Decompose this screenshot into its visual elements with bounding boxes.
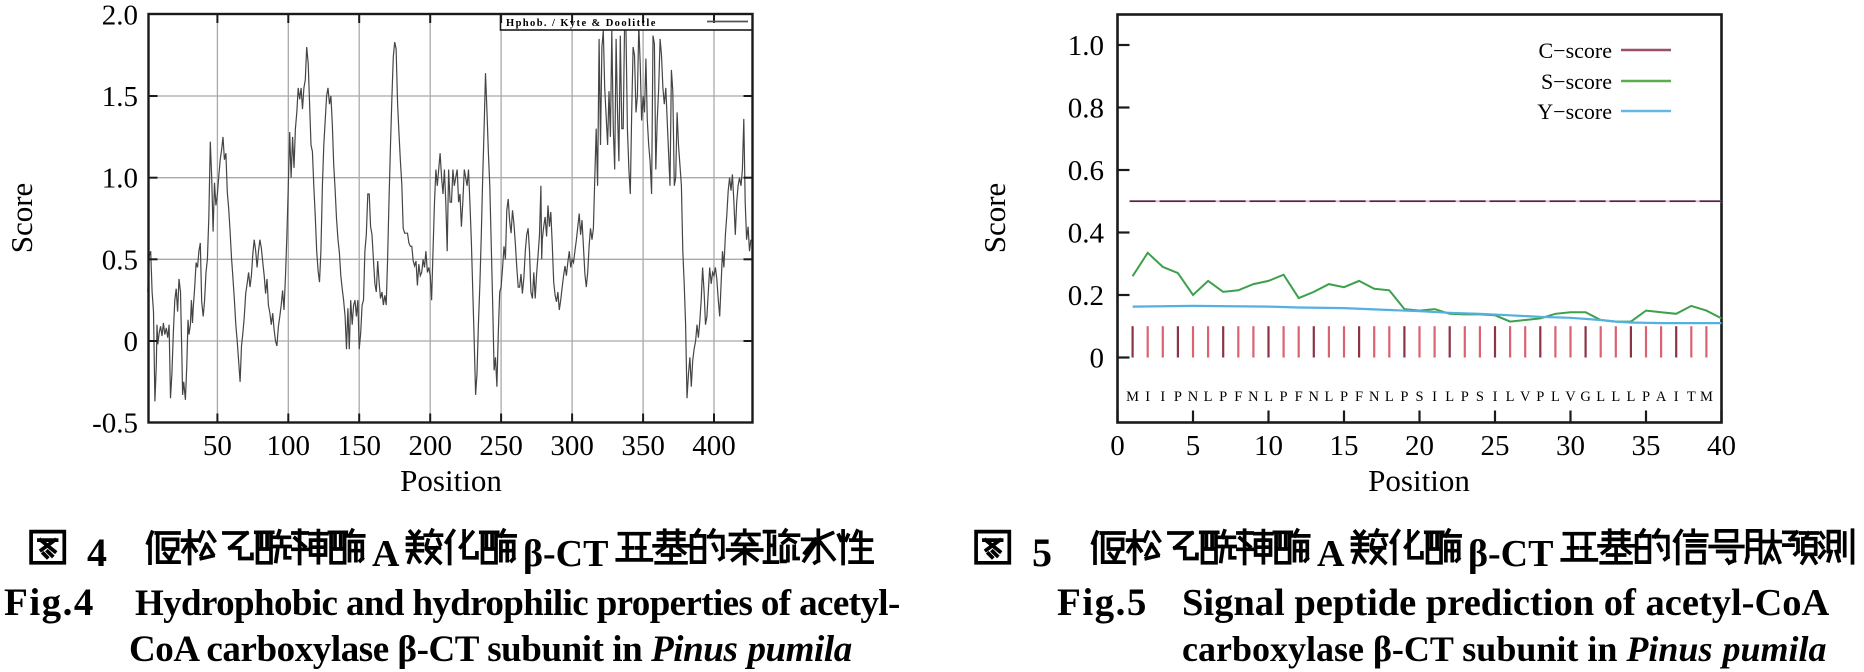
svg-text:Score: Score xyxy=(977,183,1012,254)
svg-text:5: 5 xyxy=(1186,430,1201,462)
svg-text:5: 5 xyxy=(1032,530,1052,575)
svg-text:10: 10 xyxy=(1254,430,1283,462)
svg-text:2.0: 2.0 xyxy=(102,0,138,31)
svg-text:-0.5: -0.5 xyxy=(92,408,138,440)
svg-text:P: P xyxy=(1536,389,1544,405)
svg-text:β-CT: β-CT xyxy=(1468,533,1553,575)
svg-text:350: 350 xyxy=(621,430,665,462)
svg-text:35: 35 xyxy=(1632,430,1661,462)
svg-text:20: 20 xyxy=(1405,430,1434,462)
svg-text:I: I xyxy=(1493,389,1498,405)
svg-text:G: G xyxy=(1580,389,1591,405)
svg-text:L: L xyxy=(1204,389,1213,405)
svg-text:I: I xyxy=(1432,389,1437,405)
svg-text:L: L xyxy=(1445,389,1454,405)
svg-text:0.6: 0.6 xyxy=(1068,155,1104,187)
svg-text:N: N xyxy=(1188,389,1199,405)
svg-text:40: 40 xyxy=(1707,430,1736,462)
svg-text:Fig.4: Fig.4 xyxy=(4,581,95,624)
svg-text:200: 200 xyxy=(408,430,452,462)
svg-text:Score: Score xyxy=(4,183,39,254)
svg-text:S: S xyxy=(1415,389,1423,405)
svg-text:N: N xyxy=(1369,389,1380,405)
svg-text:250: 250 xyxy=(479,430,523,462)
svg-text:β-CT: β-CT xyxy=(523,533,608,575)
svg-text:F: F xyxy=(1234,389,1242,405)
svg-text:M: M xyxy=(1126,389,1139,405)
svg-text:Fig.5: Fig.5 xyxy=(1057,581,1148,624)
svg-text:0: 0 xyxy=(1090,343,1105,375)
svg-text:M: M xyxy=(1700,389,1713,405)
svg-text:N: N xyxy=(1248,389,1259,405)
svg-text:I: I xyxy=(1145,389,1150,405)
svg-text:I: I xyxy=(1674,389,1679,405)
svg-text:L: L xyxy=(1264,389,1273,405)
svg-text:P: P xyxy=(1174,389,1182,405)
svg-text:V: V xyxy=(1520,389,1531,405)
svg-text:Position: Position xyxy=(400,463,502,498)
svg-text:T: T xyxy=(1687,389,1696,405)
svg-text:L: L xyxy=(1596,389,1605,405)
svg-text:L: L xyxy=(1506,389,1515,405)
svg-text:P: P xyxy=(1219,389,1227,405)
svg-text:Hphob. / Kyte & Doolittle: Hphob. / Kyte & Doolittle xyxy=(506,18,657,29)
svg-text:1.5: 1.5 xyxy=(102,81,138,113)
svg-text:15: 15 xyxy=(1330,430,1359,462)
svg-text:0.5: 0.5 xyxy=(102,244,138,276)
svg-text:0: 0 xyxy=(1110,430,1125,462)
svg-text:P: P xyxy=(1400,389,1408,405)
svg-text:1.0: 1.0 xyxy=(102,163,138,195)
svg-text:30: 30 xyxy=(1556,430,1585,462)
svg-text:I: I xyxy=(1160,389,1165,405)
svg-text:Position: Position xyxy=(1368,463,1470,498)
svg-text:P: P xyxy=(1340,389,1348,405)
svg-text:Hydrophobic and hydrophilic pr: Hydrophobic and hydrophilic properties o… xyxy=(135,583,900,624)
svg-text:400: 400 xyxy=(692,430,736,462)
svg-text:P: P xyxy=(1642,389,1650,405)
svg-text:Y−score: Y−score xyxy=(1537,99,1612,124)
svg-text:25: 25 xyxy=(1481,430,1510,462)
svg-text:0.8: 0.8 xyxy=(1068,93,1104,125)
svg-text:P: P xyxy=(1280,389,1288,405)
svg-text:A: A xyxy=(1656,389,1667,405)
svg-text:L: L xyxy=(1324,389,1333,405)
svg-text:0.2: 0.2 xyxy=(1068,280,1104,312)
svg-text:1.0: 1.0 xyxy=(1068,30,1104,62)
svg-text:F: F xyxy=(1355,389,1363,405)
svg-text:C−score: C−score xyxy=(1539,38,1613,63)
svg-text:L: L xyxy=(1611,389,1620,405)
svg-text:0.4: 0.4 xyxy=(1068,218,1105,250)
svg-text:P: P xyxy=(1461,389,1469,405)
svg-text:0: 0 xyxy=(124,326,139,358)
svg-text:CoA carboxylase β-CT subunit i: CoA carboxylase β-CT subunit in Pinus pum… xyxy=(129,629,852,670)
svg-text:A: A xyxy=(372,533,400,575)
svg-text:V: V xyxy=(1565,389,1576,405)
svg-text:100: 100 xyxy=(267,430,311,462)
svg-text:L: L xyxy=(1385,389,1394,405)
svg-text:4: 4 xyxy=(87,530,107,575)
svg-text:N: N xyxy=(1309,389,1320,405)
svg-text:L: L xyxy=(1551,389,1560,405)
svg-text:carboxylase β-CT subunit in Pi: carboxylase β-CT subunit in Pinus pumila xyxy=(1182,629,1826,669)
svg-text:Signal peptide prediction of a: Signal peptide prediction of acetyl-CoA xyxy=(1182,582,1830,624)
svg-text:F: F xyxy=(1295,389,1303,405)
svg-text:A: A xyxy=(1317,533,1345,575)
svg-text:L: L xyxy=(1626,389,1635,405)
svg-text:50: 50 xyxy=(203,430,232,462)
svg-text:300: 300 xyxy=(550,430,594,462)
svg-text:S: S xyxy=(1476,389,1484,405)
svg-text:150: 150 xyxy=(337,430,381,462)
svg-text:S−score: S−score xyxy=(1541,69,1612,94)
